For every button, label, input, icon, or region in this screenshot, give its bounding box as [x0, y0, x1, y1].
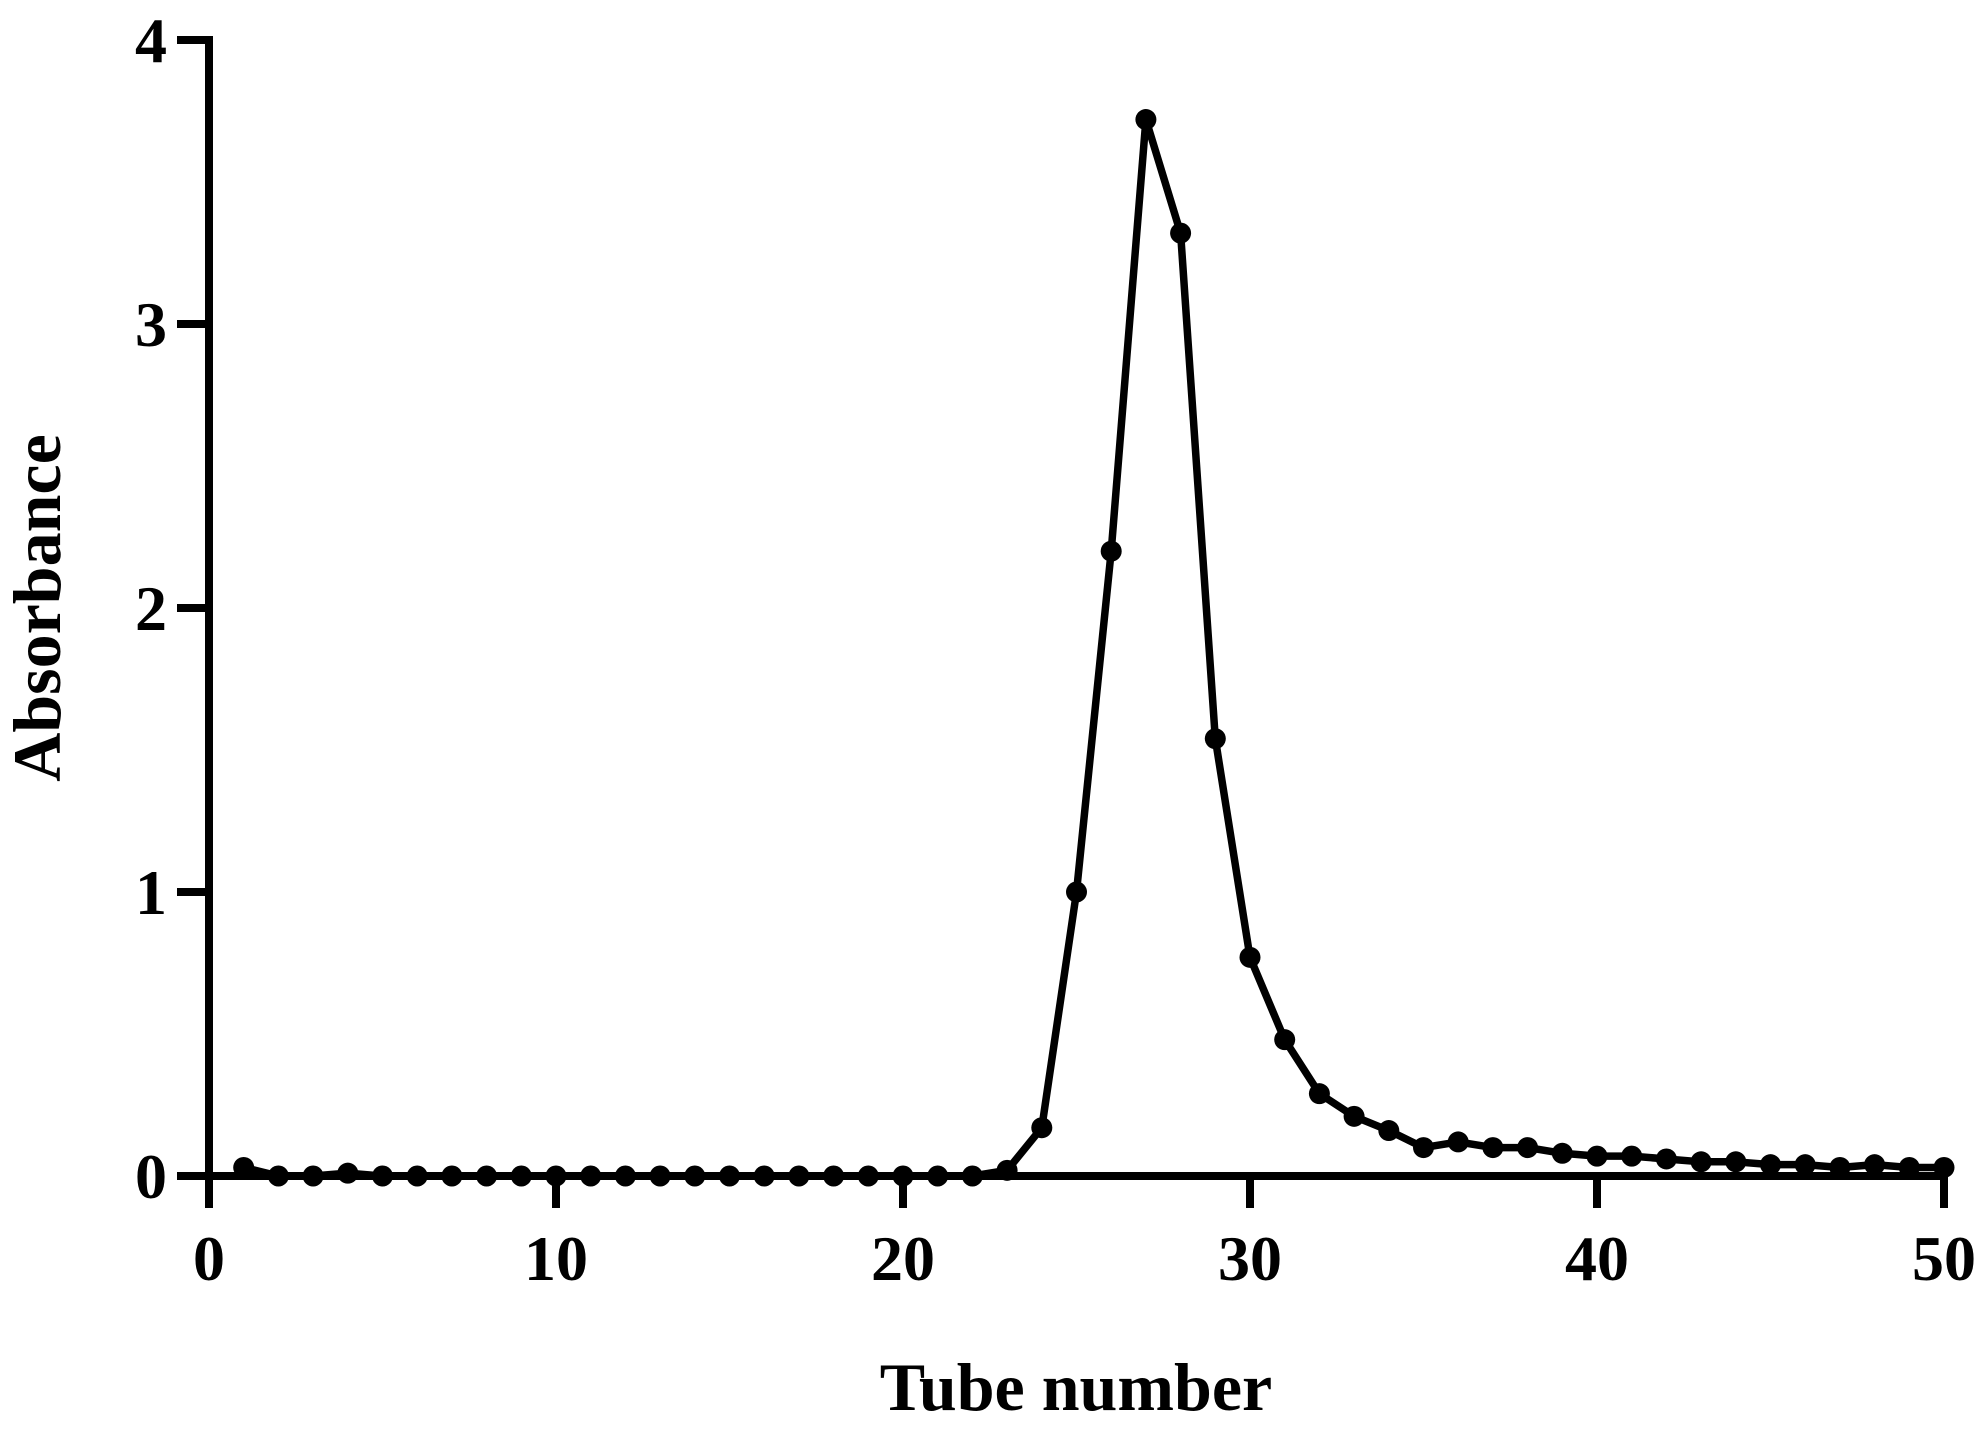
data-point — [1308, 1083, 1330, 1105]
data-point — [927, 1165, 949, 1187]
data-point — [1413, 1137, 1434, 1159]
data-line — [242, 115, 1944, 1180]
data-point — [1343, 1105, 1365, 1127]
y-tick-label: 0 — [135, 1141, 167, 1212]
data-point — [441, 1165, 463, 1187]
data-point — [1170, 222, 1192, 244]
data-point — [1239, 946, 1261, 968]
data-point — [267, 1165, 289, 1187]
data-point — [302, 1165, 324, 1187]
y-tick-label: 3 — [135, 289, 167, 360]
data-point — [1794, 1154, 1816, 1176]
data-point — [1447, 1131, 1469, 1153]
data-point — [1621, 1145, 1643, 1167]
data-point — [510, 1165, 532, 1187]
data-point — [614, 1165, 636, 1187]
y-tick-label: 2 — [135, 573, 167, 644]
data-point — [823, 1165, 845, 1187]
y-axis-title: Absorbance — [0, 434, 75, 782]
x-tick-label: 0 — [193, 1223, 225, 1294]
data-point — [684, 1165, 706, 1187]
data-point — [892, 1165, 914, 1187]
data-point — [753, 1165, 775, 1187]
data-point — [1725, 1151, 1747, 1173]
data-point — [1274, 1029, 1296, 1051]
data-point — [1829, 1156, 1851, 1178]
data-point — [1898, 1156, 1920, 1178]
data-point — [996, 1159, 1018, 1181]
data-point — [1864, 1154, 1886, 1176]
data-point — [1204, 728, 1226, 750]
data-point — [1482, 1137, 1504, 1159]
data-point — [1031, 1117, 1053, 1139]
data-point — [1655, 1148, 1677, 1170]
data-point — [1378, 1120, 1400, 1142]
y-tick-label: 1 — [135, 857, 167, 928]
data-point — [1100, 540, 1122, 562]
data-point — [719, 1165, 740, 1187]
data-point — [1760, 1154, 1781, 1176]
data-point — [1517, 1137, 1539, 1159]
data-point — [337, 1162, 359, 1184]
data-point — [233, 1156, 255, 1178]
data-point — [788, 1165, 810, 1187]
data-point — [406, 1165, 428, 1187]
x-tick-label: 20 — [871, 1223, 935, 1294]
data-point — [1135, 109, 1157, 131]
data-point — [580, 1165, 602, 1187]
data-point — [857, 1165, 879, 1187]
x-tick-label: 30 — [1218, 1223, 1282, 1294]
data-point — [1933, 1156, 1955, 1178]
data-point — [545, 1165, 567, 1187]
data-point — [1586, 1145, 1608, 1167]
x-tick-label: 10 — [524, 1223, 588, 1294]
x-tick-label: 40 — [1565, 1223, 1629, 1294]
x-axis-title: Tube number — [880, 1349, 1272, 1425]
data-point — [476, 1165, 498, 1187]
data-point — [1066, 881, 1087, 903]
data-point — [1690, 1151, 1712, 1173]
data-point — [649, 1165, 671, 1187]
data-point — [961, 1165, 983, 1187]
data-point — [1551, 1142, 1573, 1164]
data-point — [372, 1165, 393, 1187]
x-tick-label: 50 — [1912, 1223, 1976, 1294]
y-tick-label: 4 — [135, 5, 167, 76]
